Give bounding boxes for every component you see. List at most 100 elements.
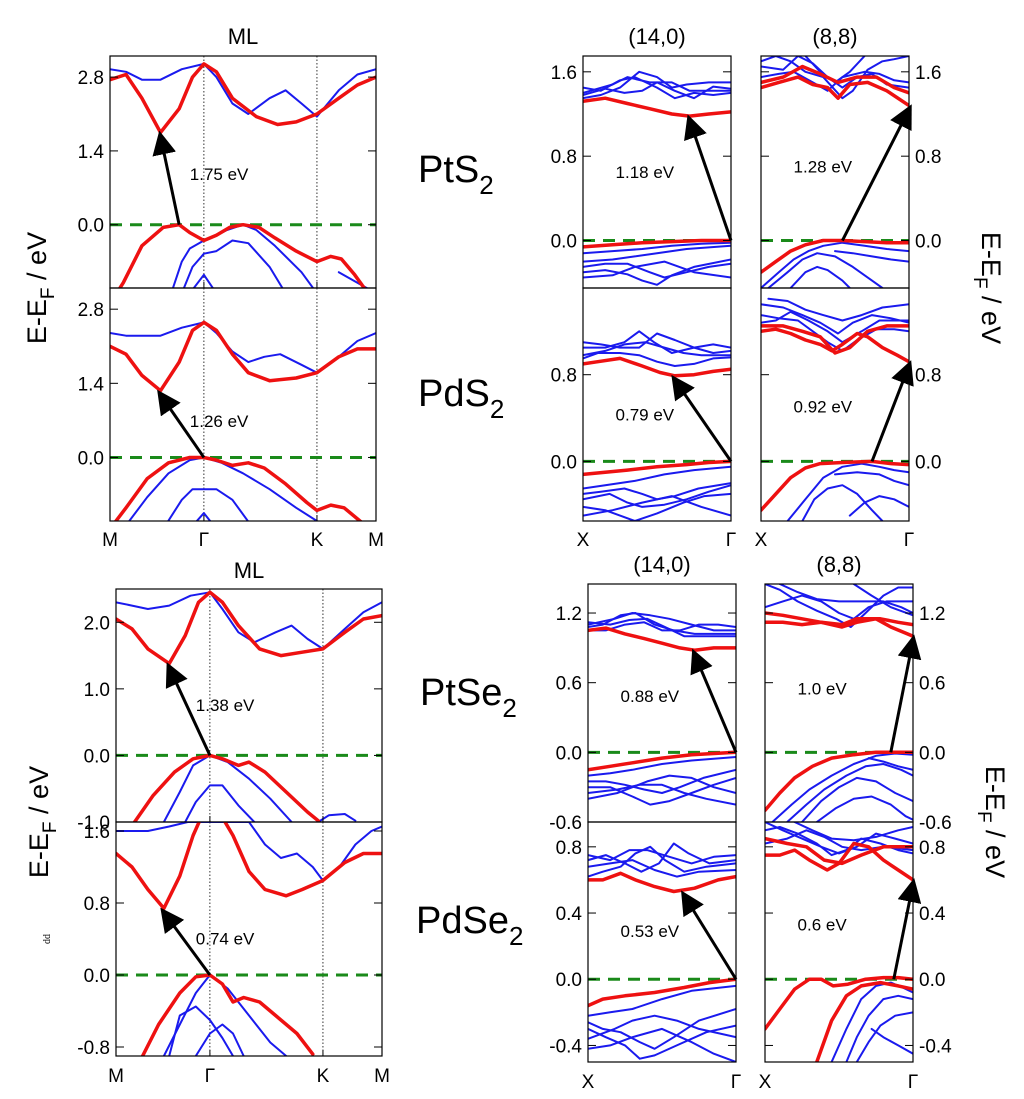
band-line-blue [583, 484, 731, 508]
band-line-blue [588, 612, 736, 632]
gap-arrow [681, 890, 738, 981]
y-axis-label-sub: F [973, 811, 994, 823]
panel-frame [760, 287, 910, 522]
gap-label: 0.88 eV [621, 687, 680, 706]
band-line-blue [588, 774, 736, 800]
gap-label: 0.53 eV [621, 922, 680, 941]
material-label: PdS2 [418, 373, 504, 424]
y-tick-label: -0.4 [549, 1036, 582, 1057]
x-tick-label: X [759, 1072, 772, 1093]
x-tick-label: M [102, 530, 118, 551]
material-name: PtS [418, 149, 479, 191]
band-line-blue [786, 462, 909, 521]
band-line-blue [588, 612, 736, 635]
band-line-blue [128, 456, 320, 521]
y-axis-label-sub: F [38, 287, 59, 299]
band-line-blue [848, 495, 909, 517]
gap-label: 0.79 eV [616, 405, 675, 424]
y-axis-label-main: E-E [976, 232, 1006, 277]
y-tick-label: 0.0 [551, 452, 577, 473]
band-line-blue [801, 484, 884, 521]
y-tick-label: 0.0 [919, 743, 945, 764]
band-line-blue [184, 784, 256, 822]
band-line-blue [583, 482, 731, 501]
panel-frame [109, 287, 377, 522]
band-line-blue [583, 70, 731, 100]
y-tick-label: 0.6 [919, 674, 945, 695]
y-tick-label: 0.4 [556, 904, 583, 925]
band-line-blue [767, 297, 909, 322]
y-tick-label: -0.6 [919, 813, 952, 834]
panel-frame [115, 821, 383, 1057]
panel-pds2-tube-140-top: 0.79 eV 0.0 0.8 [551, 287, 733, 522]
band-line-blue [337, 271, 369, 288]
chart-title: (14,0) [628, 24, 685, 49]
plot-area [761, 297, 909, 521]
band-line-blue [761, 241, 909, 288]
band-line-red [110, 320, 376, 393]
y-tick-label: 1.6 [915, 63, 941, 84]
panel-pts2-tube-88-top: 1.28 eV 0.0 0.8 1.6 [760, 55, 941, 289]
band-line-red [588, 750, 736, 772]
band-line-blue [761, 70, 909, 92]
band-line-blue [583, 495, 731, 517]
y-tick-label: 0.0 [556, 970, 582, 991]
band-line-blue [583, 465, 731, 490]
panel-pds2-ml-top: 1.26 eV 0.0 1.4 2.8 [78, 287, 377, 522]
band-line-blue [767, 252, 884, 288]
x-tick-label: K [311, 530, 324, 551]
y-tick-label: 0.0 [556, 743, 582, 764]
band-line-red [761, 324, 909, 355]
band-line-red [588, 871, 736, 894]
material-subscript: 2 [479, 170, 493, 200]
band-line-blue [834, 471, 909, 487]
band-line-blue [182, 239, 284, 288]
y-axis-label-bottom-right: E-EF / eV [973, 766, 1010, 878]
band-line-red [765, 975, 913, 1031]
band-line-red [583, 96, 731, 118]
y-tick-label: 2.8 [78, 68, 104, 89]
x-tick-label: X [755, 530, 768, 551]
gap-label: 1.38 eV [196, 696, 255, 715]
band-line-blue [855, 1011, 913, 1062]
chart-tube-140-top: (14,0) 1.18 eV 0.0 0.8 1.6 0.79 eV 0.0 0.8 X Γ [551, 24, 737, 551]
gap-arrow [690, 648, 738, 753]
y-tick-label: 0.0 [84, 966, 110, 987]
plot-area [583, 330, 731, 521]
panel-frame [764, 821, 914, 1063]
band-line-blue [583, 76, 731, 94]
plot-area [765, 822, 913, 1062]
y-tick-label: -0.6 [549, 813, 582, 834]
material-subscript: 2 [490, 394, 504, 424]
y-tick-label: 0.8 [551, 366, 577, 387]
band-line-blue [588, 1027, 736, 1062]
band-line-blue [852, 584, 913, 617]
plot-area [761, 56, 909, 288]
band-line-blue [588, 1024, 736, 1060]
y-axis-label-main: E-E [22, 299, 52, 344]
band-line-blue [588, 845, 736, 878]
y-axis-label-unit: / eV [24, 766, 54, 822]
chart-title: ML [228, 24, 259, 49]
stray-label: dd [42, 934, 53, 944]
y-tick-label: 1.2 [919, 604, 945, 625]
plot-area [588, 842, 736, 1062]
band-line-blue [765, 594, 913, 620]
material-label: PtS2 [418, 149, 494, 200]
y-tick-label: 0.0 [915, 232, 941, 253]
gap-label: 1.18 eV [616, 163, 675, 182]
band-line-red [588, 977, 736, 1008]
band-line-blue [116, 591, 382, 650]
band-line-red [583, 238, 731, 249]
y-tick-label: 1.4 [78, 374, 105, 395]
band-line-blue [167, 488, 250, 521]
x-tick-label: M [368, 530, 384, 551]
band-line-blue [192, 273, 215, 288]
y-tick-label: 0.8 [915, 147, 941, 168]
band-line-red [761, 238, 909, 274]
panel-pts2-ml-top: 1.75 eV 0.0 1.4 2.8 [78, 55, 377, 289]
y-tick-label: 1.4 [78, 142, 105, 163]
x-tick-label: Γ [205, 1066, 215, 1087]
y-tick-label: 0.8 [915, 366, 941, 387]
